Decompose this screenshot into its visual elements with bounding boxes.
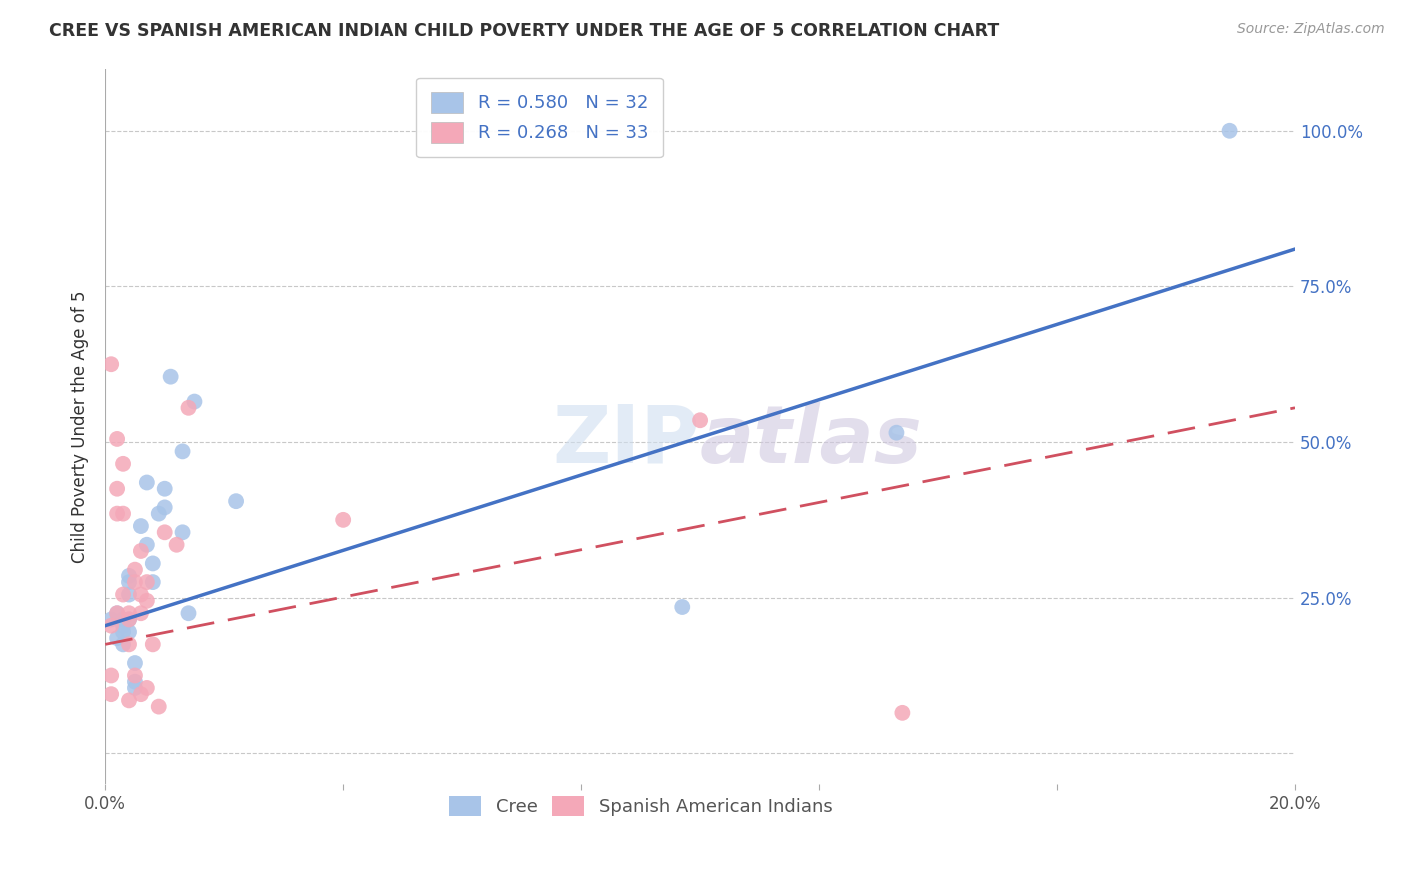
Point bbox=[118, 624, 141, 639]
Point bbox=[332, 513, 354, 527]
Point bbox=[118, 569, 141, 583]
Point bbox=[105, 482, 128, 496]
Point bbox=[112, 457, 135, 471]
Point bbox=[153, 500, 176, 515]
Point bbox=[112, 637, 135, 651]
Point bbox=[129, 588, 152, 602]
Point bbox=[129, 544, 152, 558]
Point bbox=[118, 637, 141, 651]
Text: atlas: atlas bbox=[700, 401, 922, 480]
Point bbox=[124, 674, 146, 689]
Point bbox=[177, 606, 200, 620]
Text: ZIP: ZIP bbox=[553, 401, 700, 480]
Point bbox=[100, 357, 122, 371]
Point bbox=[166, 538, 188, 552]
Point bbox=[124, 575, 146, 590]
Text: Source: ZipAtlas.com: Source: ZipAtlas.com bbox=[1237, 22, 1385, 37]
Point bbox=[148, 507, 170, 521]
Point bbox=[1219, 124, 1241, 138]
Point bbox=[118, 612, 141, 626]
Point bbox=[105, 631, 128, 645]
Point bbox=[124, 563, 146, 577]
Point bbox=[689, 413, 711, 427]
Point bbox=[118, 612, 141, 626]
Y-axis label: Child Poverty Under the Age of 5: Child Poverty Under the Age of 5 bbox=[72, 290, 89, 563]
Point bbox=[105, 606, 128, 620]
Point bbox=[105, 507, 128, 521]
Point bbox=[112, 618, 135, 632]
Point bbox=[886, 425, 908, 440]
Point bbox=[112, 507, 135, 521]
Point bbox=[183, 394, 205, 409]
Point bbox=[105, 606, 128, 620]
Point bbox=[177, 401, 200, 415]
Point bbox=[112, 624, 135, 639]
Point bbox=[172, 444, 194, 458]
Point bbox=[671, 600, 693, 615]
Point bbox=[142, 557, 165, 571]
Point bbox=[118, 606, 141, 620]
Legend: Cree, Spanish American Indians: Cree, Spanish American Indians bbox=[440, 787, 842, 825]
Point bbox=[124, 668, 146, 682]
Point bbox=[225, 494, 247, 508]
Text: CREE VS SPANISH AMERICAN INDIAN CHILD POVERTY UNDER THE AGE OF 5 CORRELATION CHA: CREE VS SPANISH AMERICAN INDIAN CHILD PO… bbox=[49, 22, 1000, 40]
Point bbox=[135, 575, 157, 590]
Point bbox=[153, 482, 176, 496]
Point bbox=[135, 475, 157, 490]
Point bbox=[112, 612, 135, 626]
Point bbox=[124, 681, 146, 695]
Point bbox=[118, 575, 141, 590]
Point bbox=[159, 369, 181, 384]
Point bbox=[129, 606, 152, 620]
Point bbox=[100, 612, 122, 626]
Point bbox=[135, 681, 157, 695]
Point bbox=[118, 588, 141, 602]
Point bbox=[124, 656, 146, 670]
Point bbox=[100, 668, 122, 682]
Point bbox=[135, 538, 157, 552]
Point bbox=[172, 525, 194, 540]
Point bbox=[112, 588, 135, 602]
Point bbox=[118, 693, 141, 707]
Point bbox=[135, 594, 157, 608]
Point bbox=[891, 706, 914, 720]
Point bbox=[153, 525, 176, 540]
Point bbox=[129, 687, 152, 701]
Point bbox=[100, 687, 122, 701]
Point bbox=[129, 519, 152, 533]
Point bbox=[105, 432, 128, 446]
Point bbox=[100, 618, 122, 632]
Point bbox=[142, 575, 165, 590]
Point bbox=[148, 699, 170, 714]
Point bbox=[142, 637, 165, 651]
